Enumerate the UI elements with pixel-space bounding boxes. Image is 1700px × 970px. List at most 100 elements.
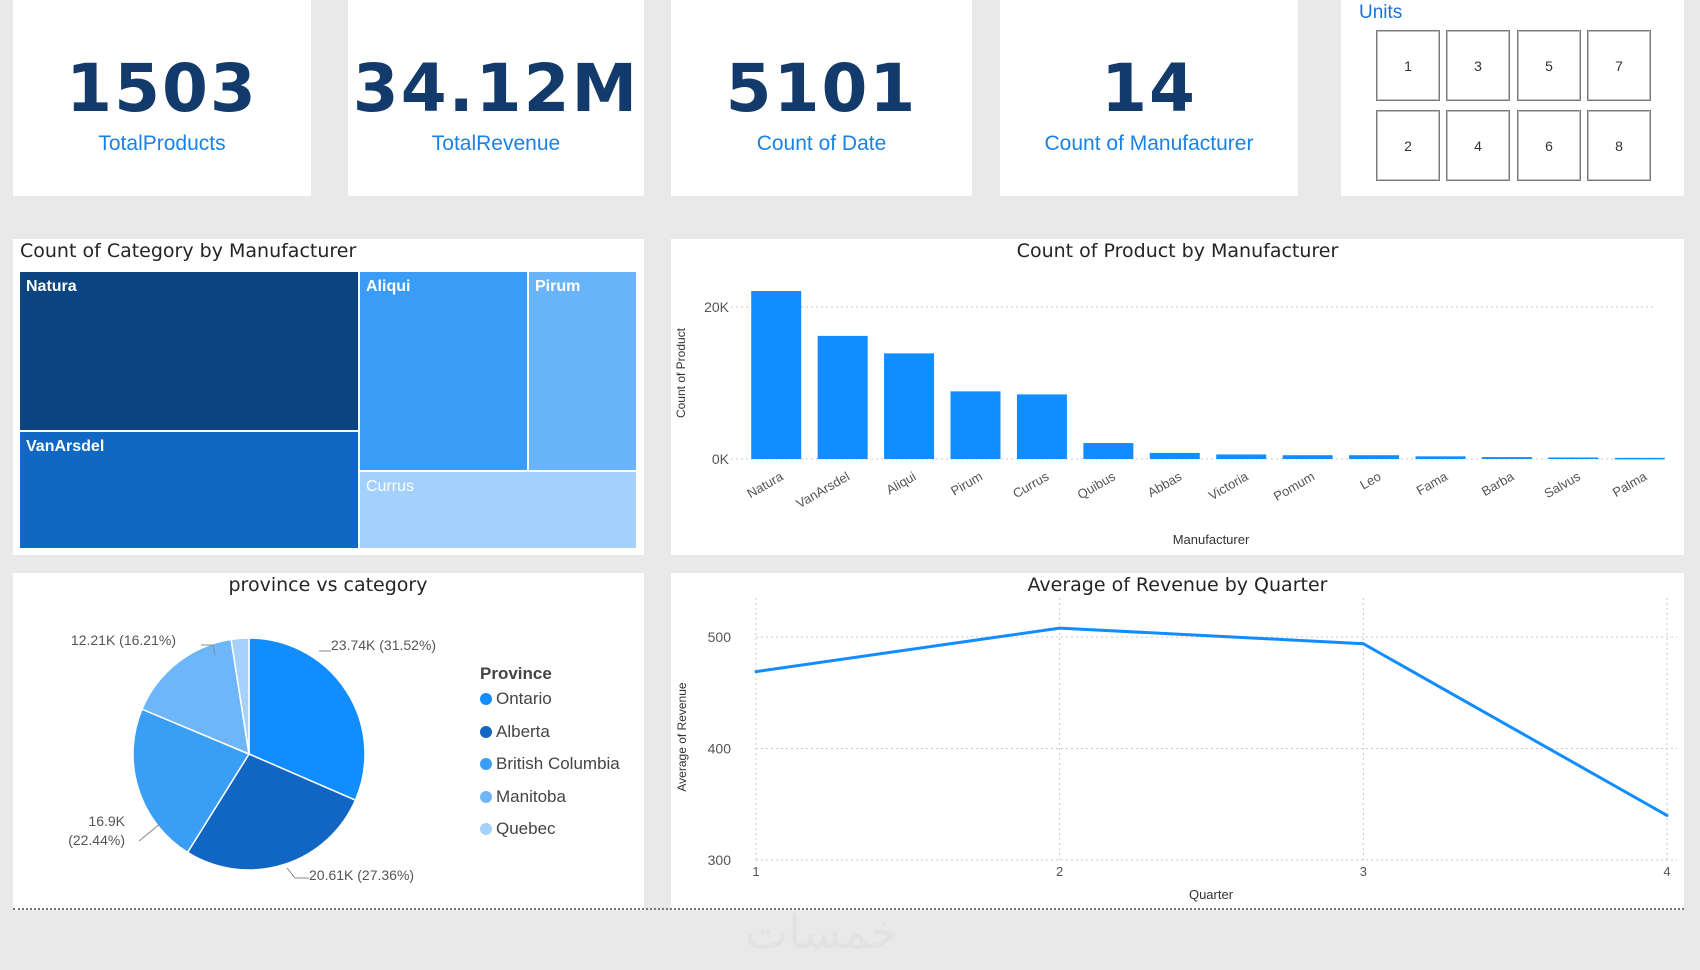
bar-x-tick-label: Pirum: [948, 469, 985, 499]
units-slicer: Units 1 3 5 7 2 4 6 8: [1341, 0, 1684, 196]
bar-quibus[interactable]: [1083, 443, 1134, 459]
kpi-label: Count of Date: [756, 132, 887, 155]
units-slicer-title: Units: [1359, 2, 1403, 23]
line-series-average-revenue[interactable]: [755, 626, 1668, 817]
bar-aliqui[interactable]: [884, 353, 935, 459]
bar-abbas[interactable]: [1149, 452, 1200, 459]
pie-data-label: 23.74K (31.52%): [331, 637, 436, 653]
units-slicer-option[interactable]: 2: [1376, 110, 1440, 181]
watermark-logo: خمسات: [745, 905, 899, 959]
legend-dot-icon: [480, 823, 492, 835]
treemap-visual: Count of Category by Manufacturer Natura…: [13, 239, 644, 555]
bar-chart-xlabel: Manufacturer: [1172, 532, 1250, 547]
treemap-tile-vanarsdel[interactable]: VanArsdel: [19, 431, 359, 549]
bar-x-tick-label: Abbas: [1145, 468, 1185, 500]
legend-dot-icon: [480, 758, 492, 770]
units-slicer-option[interactable]: 1: [1376, 30, 1440, 101]
pie-data-label: (22.44%): [68, 832, 125, 848]
units-slicer-option[interactable]: 5: [1517, 30, 1581, 101]
line-x-tick-label: 2: [1056, 864, 1063, 879]
bar-palma[interactable]: [1614, 457, 1665, 460]
kpi-card-total-revenue: 34.12M TotalRevenue: [348, 0, 644, 196]
line-y-tick-label: 500: [708, 629, 732, 645]
legend-label: Quebec: [496, 819, 556, 838]
pie-slice-ontario[interactable]: [248, 637, 366, 802]
kpi-value: 34.12M: [352, 50, 640, 127]
line-chart-visual: Average of Revenue by Quarter 300 400 500 1…: [671, 573, 1684, 910]
units-slicer-option[interactable]: 7: [1587, 30, 1651, 101]
treemap-tile-pirum[interactable]: Pirum: [528, 271, 637, 471]
units-slicer-option[interactable]: 4: [1446, 110, 1510, 181]
bar-fama[interactable]: [1415, 456, 1466, 459]
pie-slice-quebec[interactable]: [230, 637, 250, 755]
pie-legend-item-quebec[interactable]: Quebec: [480, 819, 556, 839]
line-point-q1[interactable]: [754, 670, 758, 674]
bar-chart-visual: Count of Product by Manufacturer 0K 20K Na…: [671, 239, 1684, 555]
pie-slice-manitoba[interactable]: [141, 638, 250, 756]
legend-label: British Columbia: [496, 754, 620, 773]
units-slicer-option[interactable]: 3: [1446, 30, 1510, 101]
pie-chart-svg: 23.74K (31.52%) 20.61K (27.36%) 16.9K (22.4…: [68, 632, 436, 883]
bar-x-tick-label: Pomum: [1271, 469, 1317, 504]
kpi-value: 1503: [66, 50, 258, 127]
page-separator: [13, 908, 1684, 910]
legend-dot-icon: [480, 726, 492, 738]
pie-legend-item-ontario[interactable]: Ontario: [480, 689, 552, 709]
line-point-q2[interactable]: [1058, 626, 1062, 630]
kpi-label: Count of Manufacturer: [1044, 132, 1254, 155]
pie-legend-title: Province: [480, 664, 552, 683]
bar-x-tick-label: Salvus: [1542, 468, 1584, 501]
line-chart-title: Average of Revenue by Quarter: [1027, 574, 1328, 596]
bar-currus[interactable]: [1016, 394, 1067, 459]
pie-chart-title: province vs category: [228, 574, 428, 596]
pie-data-label: 16.9K: [88, 813, 125, 829]
kpi-value: 5101: [725, 50, 918, 127]
pie-legend-item-alberta[interactable]: Alberta: [480, 722, 550, 742]
line-y-tick-label: 400: [708, 741, 732, 757]
line-chart-ylabel: Average of Revenue: [675, 682, 689, 792]
kpi-value: 14: [1101, 50, 1197, 127]
units-slicer-option[interactable]: 6: [1517, 110, 1581, 181]
bar-x-tick-label: Victoria: [1206, 468, 1252, 503]
line-point-q3[interactable]: [1361, 642, 1365, 646]
line-y-tick-label: 300: [708, 852, 732, 868]
bar-y-tick-label: 0K: [712, 451, 730, 467]
bar-vanarsdel[interactable]: [817, 335, 868, 459]
bar-x-tick-label: Barba: [1479, 468, 1517, 499]
bar-x-tick-label: Currus: [1010, 468, 1052, 501]
line-chart-svg: 300 400 500 1 2 3 4: [708, 598, 1677, 879]
bar-x-tick-label: Natura: [744, 468, 786, 501]
bar-chart-title: Count of Product by Manufacturer: [1016, 240, 1339, 262]
bar-natura[interactable]: [751, 291, 802, 459]
bar-pomum[interactable]: [1282, 455, 1333, 459]
bar-x-tick-label: Leo: [1357, 469, 1383, 493]
pie-legend-item-british-columbia[interactable]: British Columbia: [480, 754, 620, 774]
bar-pirum[interactable]: [950, 391, 1001, 459]
bar-x-tick-label: Aliqui: [884, 469, 919, 498]
pie-slice-british-columbia[interactable]: [132, 708, 251, 854]
pie-slice-alberta[interactable]: [186, 753, 357, 871]
line-x-tick-label: 3: [1360, 864, 1367, 879]
kpi-card-total-products: 1503 TotalProducts: [13, 0, 311, 196]
line-chart-xlabel: Quarter: [1188, 887, 1234, 902]
treemap-tile-natura[interactable]: Natura: [19, 271, 359, 431]
kpi-label: TotalRevenue: [431, 132, 561, 155]
bar-x-tick-label: VanArsdel: [794, 469, 853, 512]
legend-label: Ontario: [496, 689, 552, 708]
kpi-label: TotalProducts: [98, 132, 226, 155]
bar-barba[interactable]: [1481, 457, 1532, 459]
legend-dot-icon: [480, 693, 492, 705]
pie-legend-item-manitoba[interactable]: Manitoba: [480, 787, 566, 807]
bar-salvus[interactable]: [1548, 457, 1599, 459]
legend-label: Manitoba: [496, 787, 566, 806]
pie-data-label: 20.61K (27.36%): [309, 867, 414, 883]
pie-leader-line: [201, 644, 216, 656]
bar-leo[interactable]: [1349, 455, 1400, 459]
kpi-card-count-of-manufacturer: 14 Count of Manufacturer: [1000, 0, 1298, 196]
treemap-tile-aliqui[interactable]: Aliqui: [359, 271, 528, 471]
kpi-card-count-of-date: 5101 Count of Date: [671, 0, 972, 196]
bar-victoria[interactable]: [1216, 454, 1267, 459]
units-slicer-option[interactable]: 8: [1587, 110, 1651, 181]
treemap-tile-currus[interactable]: Currus: [359, 471, 637, 549]
line-point-q4[interactable]: [1665, 813, 1669, 817]
